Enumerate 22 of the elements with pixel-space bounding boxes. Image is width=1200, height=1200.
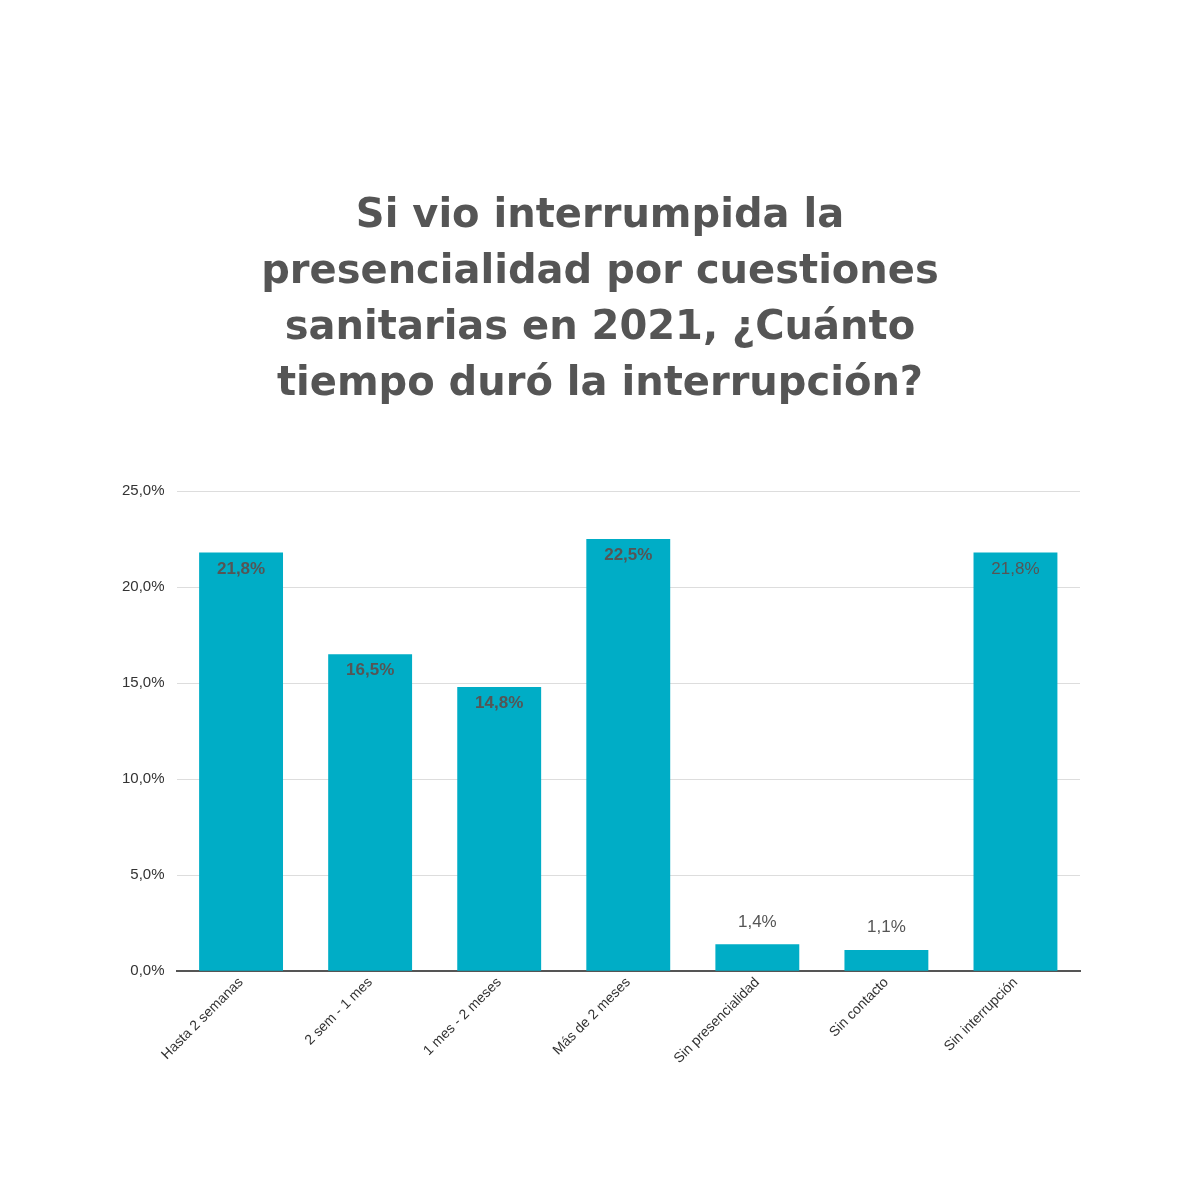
data-label: 21,8% [216, 558, 266, 578]
bar [457, 686, 542, 971]
bar [199, 552, 284, 971]
chart-title: Si vio interrumpida la presencialidad por cuestiones sanitarias en 2021, ¿Cuánto tiempo duró la interrupción? [260, 189, 940, 406]
data-label: 1,1% [867, 917, 906, 937]
y-tick-label: 0,0% [130, 961, 165, 979]
y-tick-label: 20,0% [121, 577, 165, 595]
data-label: 14,8% [475, 693, 524, 713]
y-tick-label: 15,0% [121, 673, 165, 691]
data-label: 21,8% [991, 558, 1040, 578]
y-tick-label: 10,0% [121, 769, 165, 787]
data-label: 1,4% [737, 911, 777, 931]
bar [973, 552, 1058, 971]
bar [844, 950, 929, 971]
x-tick-label: 2 sem - 1 mes [300, 973, 375, 1048]
y-tick-label: 25,0% [121, 481, 165, 499]
data-label: 22,5% [604, 545, 653, 565]
bar [586, 539, 671, 971]
bar [715, 944, 800, 971]
y-tick-label: 5,0% [130, 865, 165, 883]
bar [328, 654, 413, 971]
data-label: 16,5% [346, 660, 395, 680]
